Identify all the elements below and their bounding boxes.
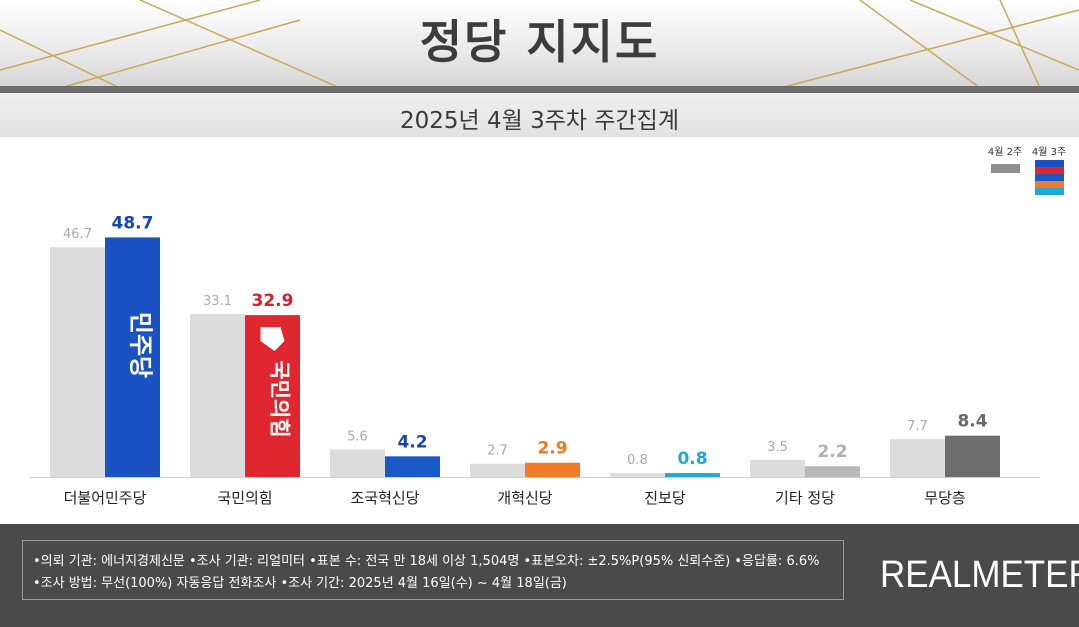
ppp-logo-mark [260,327,285,351]
legend-swatch-curr-1 [1035,167,1064,174]
category-label-4: 진보당 [644,489,686,507]
value-label-prev-6: 7.7 [907,419,928,434]
ppp-logo: 국민의힘 [268,360,292,437]
survey-info-box: •의뢰 기관: 에너지경제신문 •조사 기관: 리얼미터 •표본 수: 전국 만… [22,540,844,600]
legend-label-curr: 4월 3주 [1032,146,1066,158]
value-label-curr-4: 0.8 [677,449,707,469]
value-label-prev-4: 0.8 [627,453,648,468]
legend-swatch-curr-3 [1035,181,1064,188]
value-label-curr-6: 8.4 [957,412,987,432]
bar-curr-2 [385,456,440,477]
value-label-prev-3: 2.7 [487,444,508,459]
category-label-0: 더불어민주당 [64,489,147,507]
value-label-curr-5: 2.2 [817,442,847,462]
category-label-5: 기타 정당 [775,489,835,507]
legend-label-prev: 4월 2주 [988,146,1022,158]
bar-prev-2 [330,449,385,477]
category-label-2: 조국혁신당 [350,489,419,507]
category-label-1: 국민의힘 [217,489,272,507]
legend-swatch-prev [991,164,1020,173]
value-label-curr-1: 32.9 [252,291,294,311]
bar-prev-3 [470,463,525,477]
survey-info-line-1: •의뢰 기관: 에너지경제신문 •조사 기관: 리얼미터 •표본 수: 전국 만… [33,554,820,569]
bar-curr-3 [525,462,580,477]
value-label-prev-0: 46.7 [63,227,92,242]
bar-curr-4 [665,473,720,477]
bar-curr-6 [945,435,1000,477]
value-label-curr-0: 48.7 [112,213,154,233]
value-label-prev-1: 33.1 [203,294,232,309]
bar-prev-6 [890,439,945,477]
gold-line-decoration [0,0,1079,88]
bar-curr-0 [105,237,160,477]
bar-prev-1 [190,314,245,477]
bar-prev-4 [610,473,665,477]
realmeter-logo: REALMETER [880,554,1079,596]
title-divider [0,86,1079,93]
subtitle-band: 2025년 4월 3주차 주간집계 [0,93,1079,137]
bar-curr-5 [805,466,860,477]
value-label-prev-5: 3.5 [767,440,788,455]
header-banner: 정당 지지도 [0,0,1079,88]
legend-swatch-curr-0 [1035,160,1064,167]
survey-info-line-2: •조사 방법: 무선(100%) 자동응답 전화조사 •조사 기간: 2025년… [33,576,567,591]
category-label-6: 무당층 [924,489,965,507]
bar-chart: 46.7 48.7 더불어민주당 33.1 32.9 국민의힘 5.6 4.2 조국혁신당 2.7… [30,146,1066,507]
bar-prev-5 [750,459,805,477]
democratic-party-logo: 민주당 [127,312,155,378]
footer: •의뢰 기관: 에너지경제신문 •조사 기관: 리얼미터 •표본 수: 전국 만… [0,524,1079,627]
page-subtitle: 2025년 4월 3주차 주간집계 [399,108,679,134]
value-label-curr-2: 4.2 [397,432,427,452]
category-label-3: 개혁신당 [497,489,552,507]
value-label-prev-2: 5.6 [347,429,368,444]
page-title: 정당 지지도 [419,15,660,69]
legend-swatch-curr-4 [1035,188,1064,195]
bar-prev-0 [50,247,105,477]
value-label-curr-3: 2.9 [537,439,567,459]
legend-swatch-curr-2 [1035,174,1064,181]
